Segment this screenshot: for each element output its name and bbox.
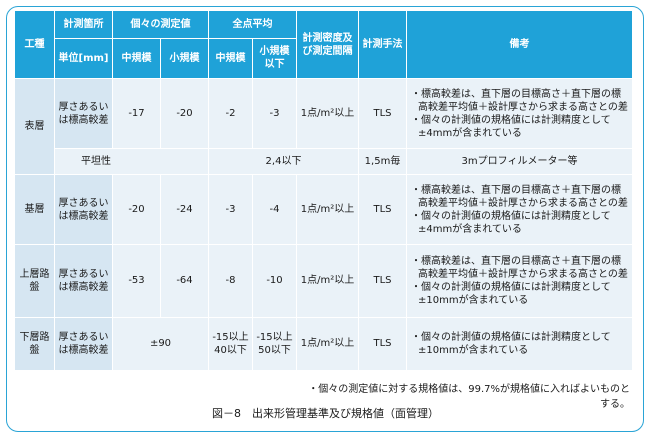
- row-kaso: 下層路盤 厚さあるいは標高較差 ±90 -15以上40以下 -15以上50以下 …: [14, 316, 633, 372]
- kouji-cell: 下層路盤: [14, 316, 55, 372]
- kobetsu-chu-cell: -20: [112, 173, 161, 246]
- shuho-cell: TLS: [358, 316, 407, 372]
- note-line: ・標高較差は、直下層の目標高さ＋直下層の標高較差平均値＋設計厚さから求まる高さと…: [411, 255, 628, 280]
- mitsudo-cell: 1点/m²以上: [296, 244, 359, 318]
- shuho-cell: TLS: [358, 173, 407, 246]
- spec-table: 工種 計測箇所 個々の測定値 全点平均 計測密度及び測定間隔 計測手法 備考 単…: [14, 9, 633, 372]
- item-cell: 厚さあるいは標高較差: [54, 173, 113, 246]
- zenten-sho-cell: -3: [252, 78, 297, 150]
- heitan-kikaku-cell: 2,4以下: [208, 148, 359, 175]
- kouji-cell: 表層: [14, 78, 55, 175]
- header-row-2: 単位[mm] 中規模 小規模 中規模 小規模以下: [15, 37, 633, 80]
- kobetsu-sho-cell: -20: [160, 78, 209, 150]
- note-line: ・個々の計測値の規格値には計測精度として±10mmが含まれている: [411, 281, 611, 306]
- figure-caption: 図－8 出来形管理基準及び規格値（面管理）: [212, 407, 439, 420]
- zenten-chu-cell: -8: [208, 244, 253, 318]
- header-row-1: 工種 計測箇所 個々の測定値 全点平均 計測密度及び測定間隔 計測手法 備考: [14, 9, 633, 80]
- header-zenten-chukibo: 中規模: [208, 37, 253, 80]
- kobetsu-chu-cell: -53: [112, 244, 161, 318]
- item-cell: 厚さあるいは標高較差: [54, 78, 113, 150]
- zenten-sho-cell: -4: [252, 173, 297, 246]
- zenten-chu-cell: -2: [208, 78, 253, 150]
- header-sokutei-kasho: 計測箇所: [54, 10, 113, 39]
- note-line: ・個々の計測値の規格値には計測精度として±4mmが含まれている: [411, 210, 611, 235]
- header-tani: 単位[mm]: [54, 37, 113, 80]
- kobetsu-chu-cell: -17: [112, 78, 161, 150]
- row-heitan: 平坦性 2,4以下 1,5m毎 3mプロフィルメーター等: [15, 148, 633, 175]
- zenten-sho-cell: -10: [252, 244, 297, 318]
- mitsudo-cell: 1点/m²以上: [296, 316, 359, 372]
- header-kobetsu: 個々の測定値: [112, 10, 209, 39]
- kobetsu-sho-cell: -24: [160, 173, 209, 246]
- header-kouji: 工種: [14, 9, 55, 80]
- zenten-chu-cell: -15以上40以下: [208, 316, 253, 372]
- mitsudo-cell: 1点/m²以上: [296, 78, 359, 150]
- shuho-cell: TLS: [358, 244, 407, 318]
- header-zenten-shokibo: 小規模以下: [252, 37, 297, 80]
- header-kobetsu-shokibo: 小規模: [160, 37, 209, 80]
- note-line: ・標高較差は、直下層の目標高さ＋直下層の標高較差平均値＋設計厚さから求まる高さと…: [411, 184, 628, 209]
- note-line: ・個々の計測値の規格値には計測精度として±10mmが含まれている: [411, 331, 611, 356]
- heitan-mitsudo-cell: 1,5m毎: [358, 148, 407, 175]
- footnote: ・個々の測定値に対する規格値は、99.7%が規格値に入ればよいものとする。: [308, 384, 630, 410]
- row-jouso: 上層路盤 厚さあるいは標高較差 -53 -64 -8 -10 1点/m²以上 T…: [14, 244, 633, 318]
- note-line: ・個々の計測値の規格値には計測精度として±4mmが含まれている: [411, 114, 611, 139]
- item-cell: 厚さあるいは標高較差: [54, 316, 113, 372]
- shuho-cell: TLS: [358, 78, 407, 150]
- row-kiso: 基層 厚さあるいは標高較差 -20 -24 -3 -4 1点/m²以上 TLS …: [14, 173, 633, 246]
- item-cell: 厚さあるいは標高較差: [54, 244, 113, 318]
- header-zenten: 全点平均: [208, 10, 297, 39]
- heitan-item-cell: 平坦性: [54, 148, 209, 175]
- note-cell: ・個々の計測値の規格値には計測精度として±10mmが含まれている: [406, 316, 633, 372]
- note-line: ・標高較差は、直下層の目標高さ＋直下層の標高較差平均値＋設計厚さから求まる高さと…: [411, 88, 628, 113]
- row-hyoso: 表層 厚さあるいは標高較差 -17 -20 -2 -3 1点/m²以上 TLS …: [14, 78, 633, 175]
- header-biko: 備考: [406, 9, 633, 80]
- mitsudo-cell: 1点/m²以上: [296, 173, 359, 246]
- kouji-cell: 基層: [14, 173, 55, 246]
- note-cell: ・標高較差は、直下層の目標高さ＋直下層の標高較差平均値＋設計厚さから求まる高さと…: [406, 173, 633, 246]
- header-kobetsu-chukibo: 中規模: [112, 37, 161, 80]
- heitan-note-cell: 3mプロフィルメーター等: [406, 148, 633, 175]
- zenten-chu-cell: -3: [208, 173, 253, 246]
- header-mitsudo: 計測密度及び測定間隔: [296, 9, 359, 80]
- header-shuho: 計測手法: [358, 9, 407, 80]
- kobetsu-cell: ±90: [112, 316, 209, 372]
- note-cell: ・標高較差は、直下層の目標高さ＋直下層の標高較差平均値＋設計厚さから求まる高さと…: [406, 78, 633, 150]
- zenten-sho-cell: -15以上50以下: [252, 316, 297, 372]
- kobetsu-sho-cell: -64: [160, 244, 209, 318]
- kouji-cell: 上層路盤: [14, 244, 55, 318]
- note-cell: ・標高較差は、直下層の目標高さ＋直下層の標高較差平均値＋設計厚さから求まる高さと…: [406, 244, 633, 318]
